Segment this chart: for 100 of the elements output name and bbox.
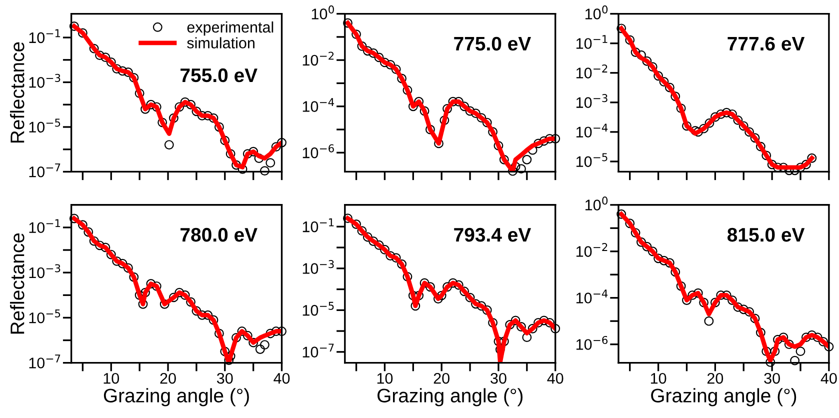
point (460, 286, 470, 296)
point (750, 133, 760, 143)
point (664, 82, 674, 92)
x-axis-title: Grazing angle (°) (104, 388, 249, 406)
point (168, 292, 178, 302)
point (260, 166, 270, 176)
legend-label: simulation (187, 37, 254, 48)
point (352, 30, 361, 40)
y-tick-label: 10$^{−4}$ (302, 98, 334, 112)
y-tick-label: 10$^{−7}$ (29, 164, 60, 178)
point (343, 18, 352, 28)
point (682, 296, 692, 305)
point (699, 124, 709, 134)
point (220, 346, 230, 356)
point (214, 328, 224, 338)
point (510, 316, 520, 326)
point (140, 288, 150, 298)
x-tick-label: 20 (160, 372, 176, 384)
point (744, 307, 754, 317)
point (391, 253, 401, 263)
point (95, 240, 104, 250)
x-tick-label: 30 (216, 372, 233, 384)
annotation: 775.0 eV (454, 36, 532, 51)
point (106, 250, 116, 260)
x-tick-label: 40 (820, 372, 837, 384)
point (425, 282, 435, 292)
point (654, 71, 664, 81)
point (688, 290, 698, 300)
x-tick-label: 20 (707, 372, 724, 384)
point (733, 302, 743, 312)
point (146, 100, 156, 110)
point (266, 158, 276, 168)
y-axis-title: Reflectance (10, 233, 24, 334)
point (208, 315, 218, 325)
x-tick-label: 40 (547, 372, 564, 384)
x-tick-label: 10 (650, 372, 666, 384)
point (180, 97, 190, 107)
point (69, 22, 79, 31)
point (414, 96, 424, 106)
point (625, 35, 635, 45)
point (704, 316, 714, 326)
point (818, 336, 828, 346)
y-tick-label: 10$^{−6}$ (576, 336, 608, 350)
point (152, 281, 162, 291)
point (522, 154, 532, 164)
y-tick-label: 10$^{−1}$ (302, 218, 334, 232)
point (260, 340, 270, 350)
y-tick-label: 10$^{−5}$ (302, 302, 334, 316)
point (616, 24, 626, 34)
point (106, 57, 116, 67)
point (123, 68, 133, 77)
point (78, 28, 88, 38)
point (659, 256, 669, 266)
point (118, 66, 128, 76)
point (659, 77, 669, 86)
point (214, 122, 224, 132)
point (248, 146, 258, 156)
point (112, 256, 122, 266)
annotation: 815.0 eV (727, 228, 805, 242)
point (693, 288, 703, 298)
y-tick-label: 10$^{0}$ (585, 5, 608, 20)
y-tick-label: 10$^{−2}$ (576, 243, 608, 257)
point (242, 330, 252, 340)
point (499, 154, 509, 164)
x-tick-label: 30 (764, 372, 780, 384)
x-tick-label: 40 (274, 372, 290, 384)
point (616, 209, 626, 219)
point (784, 340, 794, 350)
point (374, 52, 384, 62)
y-tick-label: 10$^{−5}$ (576, 153, 608, 168)
point (824, 342, 834, 352)
y-tick-label: 10$^{0}$ (312, 5, 334, 20)
point (391, 64, 401, 74)
x-axis-title: Grazing angle (°) (651, 388, 796, 406)
x-tick-label: 10 (104, 372, 120, 384)
point (756, 142, 766, 152)
point (420, 106, 430, 116)
point (664, 258, 674, 268)
point (442, 104, 452, 114)
point (762, 150, 772, 160)
point (174, 102, 184, 112)
point (528, 324, 538, 334)
point (773, 334, 782, 344)
y-tick-label: 10$^{−1}$ (29, 219, 60, 234)
point (89, 44, 99, 54)
y-tick-label: 10$^{−7}$ (302, 344, 334, 358)
point (807, 153, 817, 163)
point (790, 356, 800, 366)
point (448, 96, 458, 106)
point (744, 127, 754, 137)
point (516, 164, 526, 174)
point (146, 279, 156, 288)
point (465, 292, 475, 302)
point (186, 100, 196, 110)
point (123, 263, 133, 273)
y-tick-label: 10$^{−5}$ (29, 309, 60, 324)
point (158, 118, 168, 128)
annotation: 780.0 eV (180, 228, 258, 242)
y-tick-label: 10$^{−6}$ (302, 144, 334, 158)
y-tick-label: 10$^{−3}$ (576, 94, 608, 108)
